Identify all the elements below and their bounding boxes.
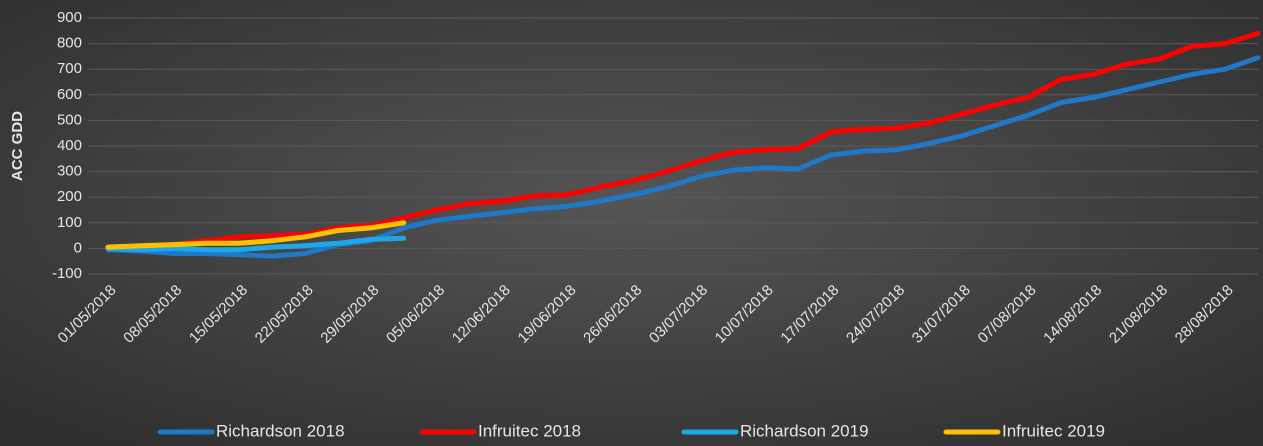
y-tick-label: 500 <box>57 111 82 128</box>
y-tick-label: 300 <box>57 163 82 180</box>
series-line <box>105 30 1261 251</box>
y-tick-label: -100 <box>52 265 82 282</box>
legend-label: Infruitec 2019 <box>1002 421 1105 440</box>
y-tick-label: 900 <box>57 9 82 26</box>
y-tick-label: 700 <box>57 60 82 77</box>
y-axis-label: ACC GDD <box>9 111 26 181</box>
y-tick-label: 100 <box>57 214 82 231</box>
legend-label: Richardson 2019 <box>740 421 869 440</box>
legend-label: Infruitec 2018 <box>478 421 581 440</box>
y-tick-label: 200 <box>57 188 82 205</box>
y-tick-label: 800 <box>57 35 82 52</box>
series-line <box>105 235 407 253</box>
y-tick-label: 400 <box>57 137 82 154</box>
series-line <box>105 55 1261 259</box>
series-line <box>105 220 407 250</box>
y-tick-label: 600 <box>57 86 82 103</box>
y-tick-label: 0 <box>74 239 82 256</box>
legend-label: Richardson 2018 <box>216 421 345 440</box>
